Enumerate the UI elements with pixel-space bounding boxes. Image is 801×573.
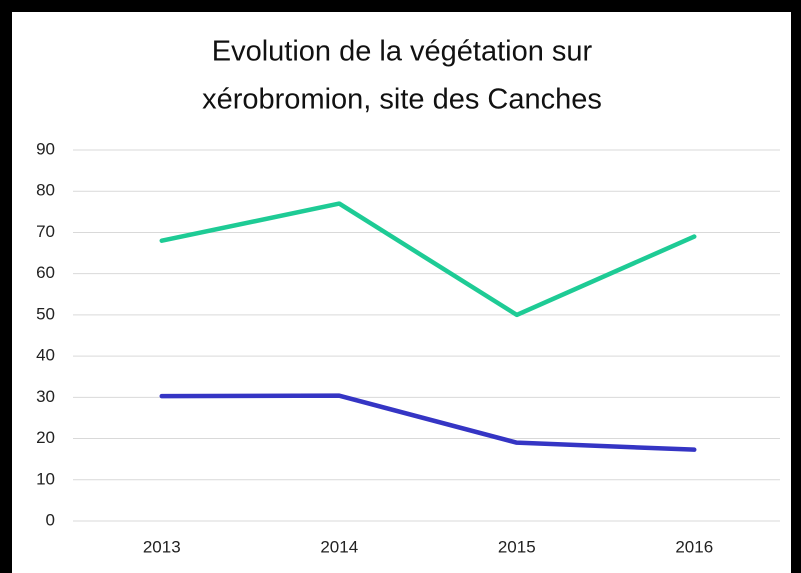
y-tick-label: 50	[36, 304, 55, 323]
series-line	[159, 393, 697, 452]
y-tick-label: 90	[36, 139, 55, 158]
y-tick-label: 20	[36, 428, 55, 447]
y-tick-label: 80	[36, 181, 55, 200]
y-tick-label: 0	[46, 510, 55, 529]
y-tick-label: 40	[36, 346, 55, 365]
x-tick-label: 2015	[498, 537, 536, 556]
chart-title: Evolution de la végétation sur	[212, 36, 593, 68]
y-tick-label: 30	[36, 387, 55, 406]
x-tick-label: 2014	[320, 537, 358, 556]
x-tick-label: 2016	[675, 537, 713, 556]
y-tick-label: 10	[36, 469, 55, 488]
chart-title: xérobromion, site des Canches	[202, 84, 602, 116]
y-tick-label: 70	[36, 222, 55, 241]
series-line	[159, 201, 697, 318]
x-tick-label: 2013	[143, 537, 181, 556]
y-tick-label: 60	[36, 263, 55, 282]
